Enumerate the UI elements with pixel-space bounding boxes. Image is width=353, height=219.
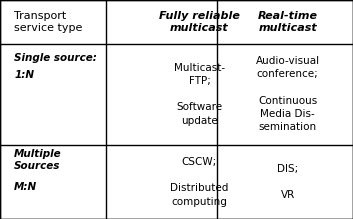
Text: CSCW;

Distributed
computing: CSCW; Distributed computing xyxy=(170,157,229,207)
Text: DIS;

VR: DIS; VR xyxy=(277,164,298,200)
Text: Single source:: Single source: xyxy=(14,53,97,63)
Text: Fully reliable
multicast: Fully reliable multicast xyxy=(159,11,240,33)
Text: Transport
service type: Transport service type xyxy=(14,11,83,33)
Text: 1:N: 1:N xyxy=(14,70,34,80)
Text: Multiple
Sources: Multiple Sources xyxy=(14,149,62,171)
Text: M:N: M:N xyxy=(14,182,37,192)
Text: Audio-visual
conference;

Continuous
Media Dis-
semination: Audio-visual conference; Continuous Medi… xyxy=(256,56,320,132)
Text: Multicast-
FTP;

Software
update: Multicast- FTP; Software update xyxy=(174,63,225,125)
Text: Real-time
multicast: Real-time multicast xyxy=(258,11,318,33)
